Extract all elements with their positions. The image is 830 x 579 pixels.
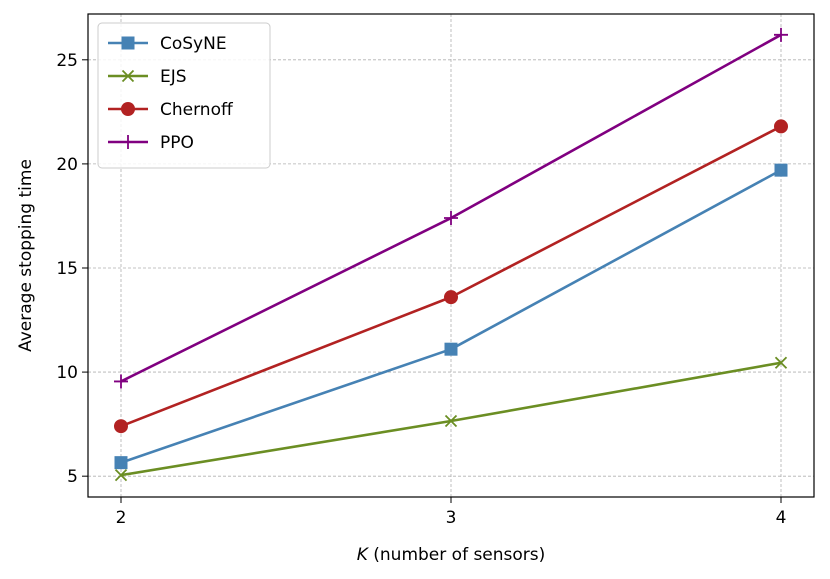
- legend-marker: [121, 36, 135, 50]
- data-point-chernoff: [774, 119, 788, 134]
- data-point-ejs: [774, 356, 788, 369]
- data-point-chernoff: [114, 419, 128, 434]
- data-point-ejs: [114, 469, 128, 482]
- x-axis-label-text: (number of sensors): [368, 545, 545, 565]
- series-cosyne: [114, 163, 788, 470]
- series-ejs: [114, 356, 788, 482]
- legend-entry-ppo: PPO: [108, 133, 194, 153]
- legend-label: CoSyNE: [160, 34, 227, 54]
- y-tick-label: 15: [56, 259, 78, 279]
- y-tick-label: 5: [67, 467, 78, 487]
- y-tick-label: 20: [56, 155, 78, 175]
- data-point-chernoff: [444, 290, 458, 305]
- series-ppo: [114, 27, 788, 389]
- legend-marker: [121, 102, 135, 116]
- data-point-ppo: [114, 374, 128, 389]
- data-point-ppo: [444, 211, 458, 226]
- data-point-ppo: [774, 27, 788, 42]
- legend-entry-cosyne: CoSyNE: [108, 34, 227, 54]
- legend-marker: [121, 69, 135, 83]
- data-point-cosyne: [444, 342, 458, 356]
- legend-box: [97, 22, 271, 169]
- legend-entry-chernoff: Chernoff: [108, 100, 234, 120]
- legend-entry-ejs: EJS: [108, 67, 187, 87]
- y-tick-label: 10: [56, 363, 78, 383]
- series-chernoff: [114, 119, 788, 434]
- legend: CoSyNE EJS Chernoff PPO: [97, 22, 271, 169]
- legend-label: Chernoff: [160, 100, 234, 120]
- data-point-ejs: [444, 414, 458, 428]
- legend-marker: [121, 135, 135, 149]
- x-axis-label-variable: K: [357, 545, 370, 565]
- y-axis-label: Average stopping time: [16, 159, 36, 352]
- data-point-cosyne: [114, 456, 128, 470]
- x-tick-label: 4: [776, 508, 787, 528]
- x-axis-label: K (number of sensors): [357, 545, 546, 565]
- x-tick-label: 2: [116, 508, 127, 528]
- y-tick-label: 25: [56, 51, 78, 71]
- ticks: 2 3 4 5 10 15 20 25: [56, 51, 786, 528]
- data-point-cosyne: [774, 163, 788, 177]
- x-tick-label: 3: [446, 508, 457, 528]
- series-layer: [114, 27, 788, 482]
- legend-label: PPO: [160, 133, 194, 153]
- legend-label: EJS: [160, 67, 187, 87]
